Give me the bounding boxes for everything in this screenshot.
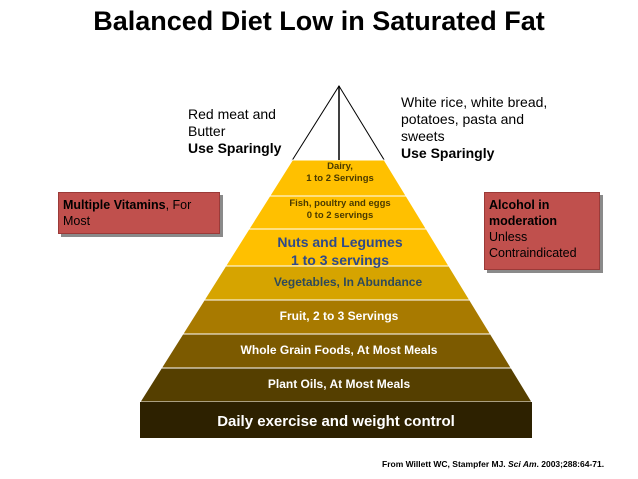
tier-fish-line2: 0 to 2 servings [306,210,374,221]
tier-fish-line1: Fish, poultry and eggs [289,198,391,209]
tier-nuts-line2: 1 to 3 servings [290,252,390,268]
vitamins-rest: , For Most [63,198,192,228]
vitamins-bold: Multiple Vitamins [63,198,166,212]
citation-suffix: . 2003;288:64-71. [536,459,605,469]
tier-fish-label: Fish, poultry and eggs 0 to 2 servings [262,198,418,222]
tier-fruit-label: Fruit, 2 to 3 Servings [279,309,399,323]
tier-nuts-line1: Nuts and Legumes [277,234,403,250]
red-meat-line1: Red meat and [188,106,276,122]
red-meat-line3: Use Sparingly [188,140,282,156]
tier-plant-oils-label: Plant Oils, At Most Meals [267,377,411,391]
white-rice-note: White rice, white bread, potatoes, pasta… [401,94,547,162]
alcohol-line4: Contraindicated [489,246,577,260]
white-rice-line1: White rice, white bread, [401,94,548,110]
white-rice-line2: potatoes, pasta and [401,111,524,127]
tier-dairy-line1: Dairy, [327,161,353,172]
red-meat-line2: Butter [188,123,226,139]
vitamins-box: Multiple Vitamins, For Most [58,192,220,234]
citation: From Willett WC, Stampfer MJ. Sci Am. 20… [382,459,604,469]
tier-vegetables-label: Vegetables, In Abundance [273,275,423,289]
alcohol-line3: Unless [489,230,528,244]
tier-nuts-label: Nuts and Legumes 1 to 3 servings [237,233,443,269]
tier-exercise [140,402,532,438]
tier-dairy-line2: 1 to 2 Servings [306,173,374,184]
tier-whole-grain-label: Whole Grain Foods, At Most Meals [240,343,438,357]
citation-prefix: From Willett WC, Stampfer MJ. [382,459,509,469]
alcohol-line2: moderation [489,214,558,228]
alcohol-box: Alcohol in moderation Unless Contraindic… [484,192,600,270]
white-rice-line3: sweets [401,128,445,144]
alcohol-line1: Alcohol in [489,198,550,212]
tier-dairy-label: Dairy, 1 to 2 Servings [290,161,390,185]
white-rice-line4: Use Sparingly [401,145,495,161]
page-title: Balanced Diet Low in Saturated Fat [93,6,545,36]
tier-exercise-label: Daily exercise and weight control [217,413,455,430]
citation-journal: Sci Am [508,459,537,469]
red-meat-note: Red meat and Butter Use Sparingly [188,106,281,157]
